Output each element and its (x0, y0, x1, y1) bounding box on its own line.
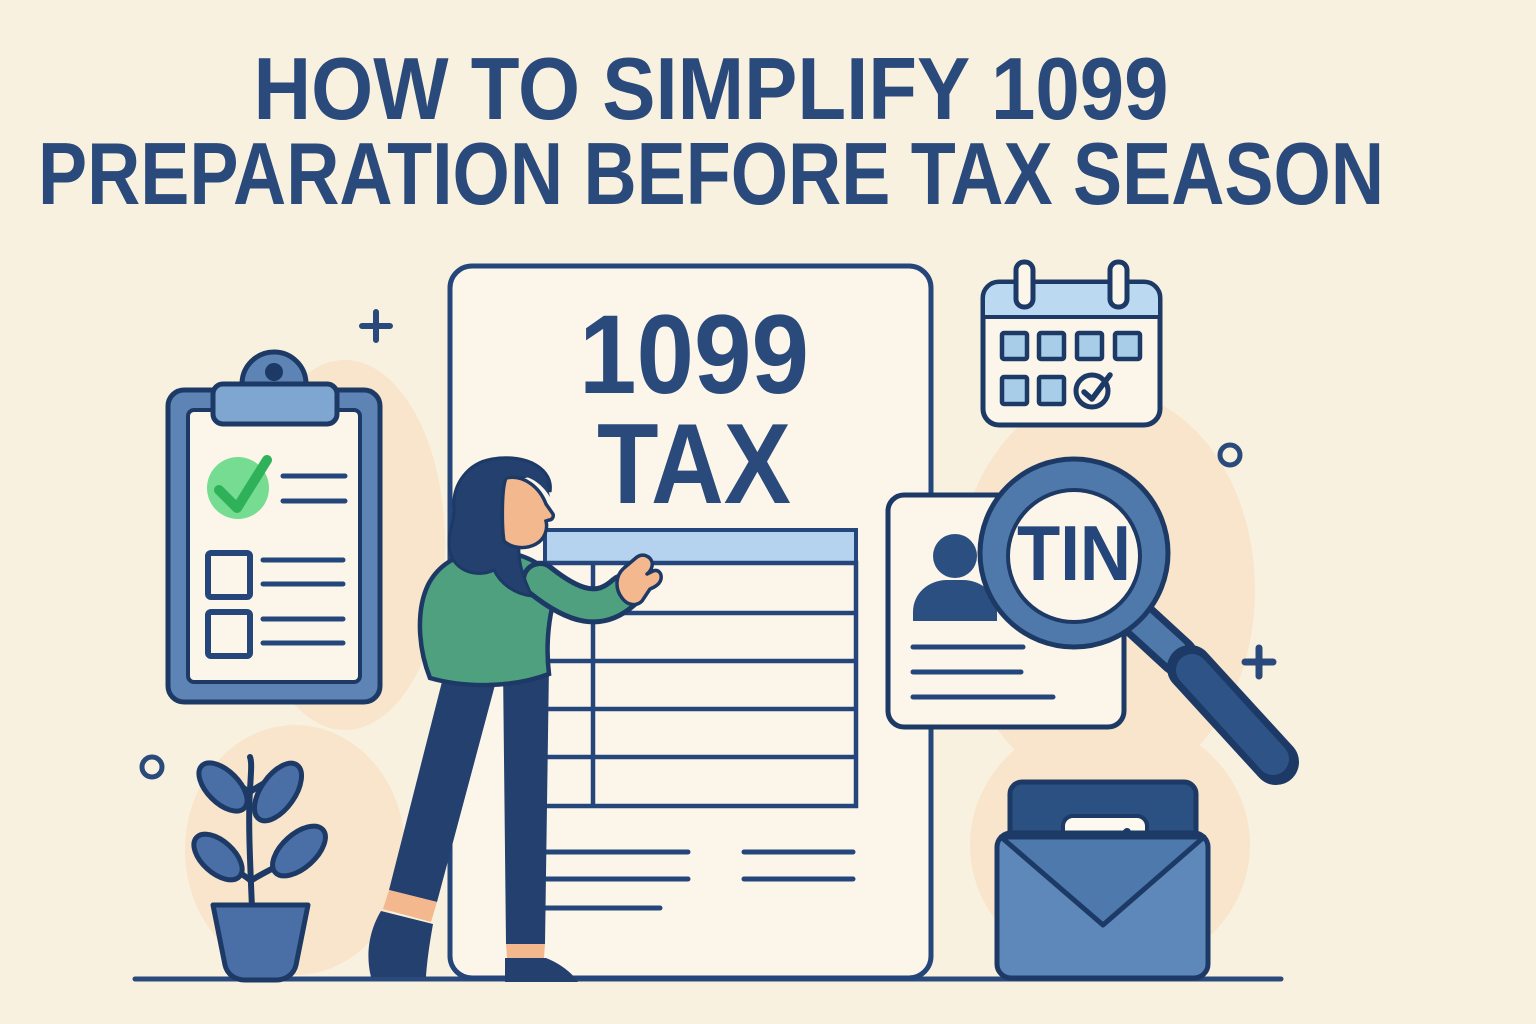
woman-hand (615, 553, 663, 607)
table-header-bar (543, 528, 858, 565)
calendar-icon (980, 259, 1163, 428)
person-icon-body (913, 580, 997, 621)
plant-leaf (252, 760, 304, 824)
form-text-lines (529, 849, 856, 911)
woman-left-ankle (383, 890, 437, 922)
decorations (139, 309, 1277, 780)
plant-leaf (270, 823, 328, 879)
potted-plant-icon (191, 754, 328, 983)
woman-left-leg (389, 666, 499, 902)
checklist-lines (260, 473, 348, 646)
form-heading-tax: TAX (597, 401, 791, 528)
calendar-day (1112, 330, 1143, 362)
plant-leaves (191, 760, 328, 883)
plant-pot (210, 902, 311, 983)
calendar-day (1074, 330, 1105, 362)
headline-line-1: HOW TO SIMPLIFY 1099 (254, 39, 1169, 138)
tin-magnifier-icon: TIN (977, 456, 1299, 785)
calendar-day (1036, 374, 1067, 407)
checklist-clipboard-icon (165, 349, 383, 705)
plant-stem (246, 754, 255, 911)
plus-icon (1241, 644, 1277, 680)
form-table (535, 528, 859, 809)
calendar-day (999, 330, 1030, 362)
magnifier-handle-fill (1176, 654, 1289, 775)
woman-right-shoe (505, 958, 578, 982)
check-mark (214, 455, 272, 513)
contact-card-lines (910, 644, 1056, 700)
plant-leaf (191, 831, 245, 883)
calendar-header (981, 280, 1162, 319)
plus-icon (359, 309, 393, 343)
headline-line-2: PREPARATION BEFORE TAX SEASON (38, 124, 1384, 223)
calendar-day (1036, 330, 1067, 362)
calendar-day (999, 374, 1030, 407)
calendar-ring (1107, 259, 1130, 310)
woman-arm (526, 566, 638, 620)
checkbox (205, 609, 253, 659)
clipboard-knob-hole (265, 363, 283, 381)
person-icon-head (933, 534, 977, 578)
woman-left-shoe (368, 911, 433, 977)
woman-illustration (368, 456, 663, 982)
checkbox (205, 550, 253, 600)
woman-face (500, 475, 555, 550)
headline: HOW TO SIMPLIFY 1099 PREPARATION BEFORE … (38, 39, 1384, 223)
calendar-ring (1013, 259, 1036, 310)
tin-label: TIN (1017, 509, 1131, 597)
envelope-flap (998, 834, 1207, 928)
woman-right-ankle (506, 944, 545, 958)
circle-icon (139, 754, 165, 780)
form-heading-1099: 1099 (579, 292, 809, 417)
circle-icon (1217, 442, 1243, 468)
calendar-deadline-check (1081, 372, 1113, 402)
clipboard-clip (210, 381, 340, 427)
plant-leaf (196, 760, 250, 814)
woman-right-leg (503, 666, 549, 944)
calendar-days (999, 330, 1143, 407)
woman-hair-front (481, 459, 550, 508)
envelope-check-icon (994, 779, 1211, 981)
calendar-deadline-circle (1073, 372, 1111, 410)
magnifier-lens (1006, 488, 1142, 624)
